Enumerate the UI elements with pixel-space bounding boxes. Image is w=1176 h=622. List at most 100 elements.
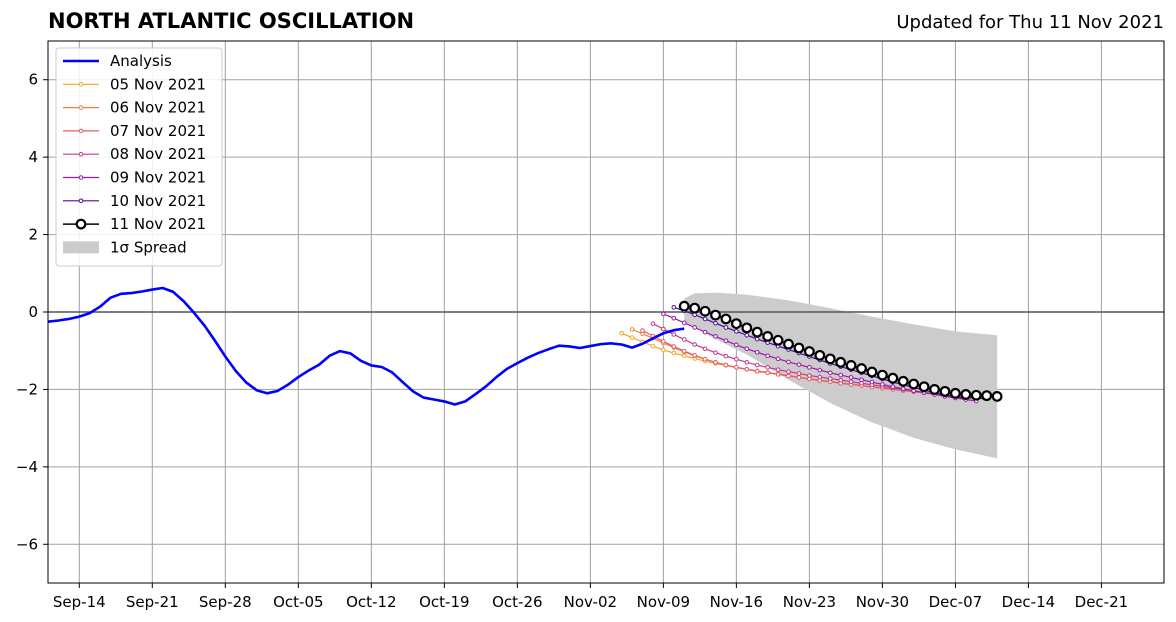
latest-forecast-point — [699, 305, 711, 317]
latest-forecast-point — [897, 375, 909, 387]
forecast-point — [827, 376, 833, 381]
x-tick-label: Oct-19 — [419, 593, 469, 611]
forecast-point — [827, 370, 833, 376]
x-tick-label: Nov-02 — [564, 593, 617, 611]
forecast-point — [734, 365, 739, 370]
legend-swatch-marker — [75, 218, 87, 230]
legend-label: Analysis — [110, 52, 172, 70]
forecast-point — [765, 365, 770, 370]
forecast-point — [754, 336, 760, 342]
latest-forecast-point — [887, 372, 899, 384]
latest-forecast-point — [950, 387, 961, 399]
latest-forecast-layer — [678, 300, 1003, 402]
forecast-point — [681, 348, 687, 354]
axis-layer: Sep-14 Sep-21 Sep-28 Oct-05 Oct-12 Oct-19 Oct-… — [16, 71, 1128, 611]
legend-item-8: 1σ Spread — [63, 238, 187, 256]
forecast-point — [692, 353, 697, 358]
forecast-layer — [619, 305, 989, 404]
forecast-point — [692, 325, 697, 330]
forecast-point — [744, 360, 750, 365]
forecast-point — [775, 356, 781, 362]
forecast-point — [796, 371, 802, 376]
x-tick-label: Nov-16 — [710, 593, 763, 611]
latest-forecast-point — [730, 318, 742, 330]
latest-forecast-point — [960, 389, 972, 400]
legend-item-5: 09 Nov 2021 — [63, 169, 206, 187]
y-tick-label: 0 — [28, 303, 38, 321]
forecast-point — [681, 337, 687, 342]
forecast-point — [671, 332, 677, 337]
analysis-layer — [47, 286, 685, 406]
forecast-point — [765, 370, 770, 376]
legend-item-2: 06 Nov 2021 — [63, 99, 206, 117]
legend-label: 06 Nov 2021 — [110, 99, 206, 117]
forecast-point — [713, 350, 718, 355]
y-tick-label: −6 — [16, 535, 38, 553]
legend-item-3: 07 Nov 2021 — [63, 122, 206, 140]
forecast-point — [723, 338, 729, 343]
latest-forecast-point — [803, 346, 815, 357]
latest-forecast-point — [762, 330, 774, 342]
forecast-point — [807, 365, 812, 370]
x-tick-label: Dec-21 — [1075, 593, 1129, 611]
x-tick-label: Nov-23 — [783, 593, 836, 611]
forecast-point — [817, 374, 823, 380]
legend-label: 08 Nov 2021 — [110, 145, 206, 163]
latest-forecast-point — [783, 338, 794, 350]
forecast-point — [775, 372, 781, 377]
x-tick-label: Oct-26 — [492, 593, 542, 611]
forecast-point — [817, 367, 823, 373]
forecast-point — [702, 346, 708, 352]
legend-label: 09 Nov 2021 — [110, 169, 206, 187]
forecast-point — [890, 384, 896, 390]
legend-label: 10 Nov 2021 — [110, 192, 206, 210]
latest-forecast-point — [929, 384, 940, 395]
forecast-series-4 — [661, 311, 979, 404]
legend-item-4: 08 Nov 2021 — [63, 145, 206, 163]
y-tick-label: 4 — [28, 148, 38, 166]
forecast-point — [629, 335, 635, 340]
latest-forecast-point — [939, 385, 951, 397]
x-tick-label: Sep-28 — [199, 593, 252, 611]
latest-forecast-point — [835, 356, 847, 368]
latest-forecast-point — [991, 390, 1003, 402]
forecast-point — [744, 332, 750, 338]
forecast-point — [650, 343, 656, 349]
forecast-point — [661, 326, 666, 332]
legend-item-7: 11 Nov 2021 — [63, 215, 206, 233]
x-tick-label: Sep-21 — [126, 593, 179, 611]
latest-forecast-point — [970, 389, 982, 401]
forecast-point — [702, 356, 708, 362]
forecast-point — [744, 346, 750, 352]
forecast-point — [619, 330, 624, 336]
forecast-point — [681, 320, 687, 326]
legend-swatch-band — [63, 241, 99, 254]
latest-forecast-point — [866, 366, 878, 378]
forecast-point — [754, 362, 760, 368]
latest-forecast-point — [710, 309, 721, 321]
x-tick-label: Sep-14 — [53, 593, 106, 611]
latest-forecast-point — [908, 378, 920, 390]
forecast-point — [661, 347, 666, 353]
forecast-point — [734, 342, 739, 348]
forecast-point — [629, 327, 635, 332]
latest-forecast-point — [981, 390, 993, 402]
forecast-point — [859, 377, 864, 383]
legend-label: 1σ Spread — [110, 238, 187, 256]
latest-forecast-point — [720, 313, 732, 325]
latest-forecast-point — [678, 300, 690, 312]
forecast-point — [744, 366, 750, 372]
forecast-point — [754, 368, 760, 374]
latest-forecast-point — [772, 334, 784, 346]
forecast-point — [671, 305, 677, 310]
latest-forecast-point — [741, 322, 753, 334]
forecast-point — [671, 344, 677, 349]
chart-title: NORTH ATLANTIC OSCILLATION — [48, 9, 415, 33]
forecast-point — [848, 375, 854, 380]
forecast-point — [734, 329, 739, 334]
forecast-point — [838, 372, 843, 378]
x-tick-label: Dec-07 — [929, 593, 983, 611]
forecast-point — [723, 325, 729, 330]
forecast-point — [848, 379, 854, 384]
